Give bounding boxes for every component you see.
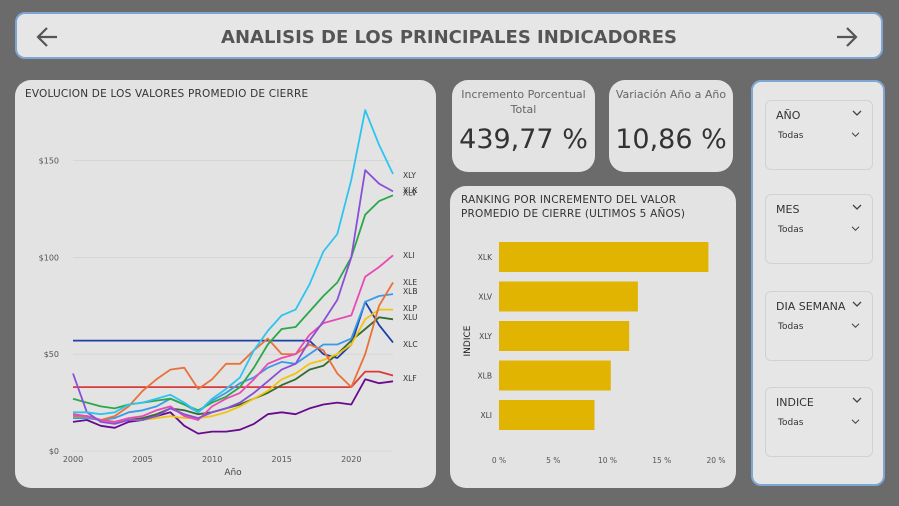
series-label: XLF bbox=[403, 374, 417, 383]
line-chart-panel: EVOLUCION DE LOS VALORES PROMEDIO DE CIE… bbox=[15, 80, 436, 488]
category-label: XLB bbox=[478, 372, 492, 381]
y-axis-label: INDICE bbox=[463, 325, 473, 356]
series-line-xli bbox=[72, 254, 394, 423]
kpi-label: Incremento Porcentual Total bbox=[461, 88, 586, 116]
series-label: XLY bbox=[403, 171, 416, 180]
x-tick-label: 20 % bbox=[706, 456, 725, 465]
kpi-value: 439,77 % bbox=[459, 124, 588, 155]
slicer-value[interactable]: Todas bbox=[778, 131, 804, 141]
x-tick-label: 2010 bbox=[202, 455, 222, 464]
slicer-value[interactable]: Todas bbox=[778, 322, 804, 332]
x-axis-label: Año bbox=[224, 468, 242, 478]
bar-xli bbox=[499, 400, 595, 430]
page-title: ANALISIS DE LOS PRINCIPALES INDICADORES bbox=[221, 27, 677, 48]
category-label: XLI bbox=[480, 411, 492, 420]
series-line-xlc bbox=[73, 300, 394, 359]
chevron-down-icon[interactable] bbox=[851, 131, 860, 138]
chevron-down-icon[interactable] bbox=[851, 225, 860, 232]
chevron-down-icon[interactable] bbox=[852, 300, 862, 308]
series-label: XLK bbox=[403, 186, 418, 195]
y-tick-label: $50 bbox=[44, 350, 59, 359]
series-line-xlf bbox=[73, 370, 394, 389]
slicer-year[interactable]: AÑO Todas bbox=[765, 100, 873, 170]
slicer-value[interactable]: Todas bbox=[778, 418, 804, 428]
slicer-label: MES bbox=[776, 203, 800, 216]
slicer-index[interactable]: INDICE Todas bbox=[765, 387, 873, 457]
slicer-label: INDICE bbox=[776, 396, 814, 409]
series-line-xlk bbox=[72, 169, 394, 425]
category-label: XLK bbox=[478, 253, 493, 262]
filter-panel: AÑO Todas MES Todas DIA SEMANA Todas IND… bbox=[751, 80, 885, 486]
slicer-month[interactable]: MES Todas bbox=[765, 194, 873, 264]
y-tick-label: $100 bbox=[39, 253, 59, 262]
chevron-down-icon[interactable] bbox=[851, 418, 860, 425]
series-label: XLU bbox=[403, 313, 417, 322]
y-tick-label: $150 bbox=[39, 156, 59, 165]
arrow-right-icon[interactable] bbox=[833, 24, 859, 50]
bar-xly bbox=[499, 321, 630, 351]
chevron-down-icon[interactable] bbox=[852, 203, 862, 211]
series-line-xlb bbox=[73, 293, 394, 421]
x-tick-label: 15 % bbox=[652, 456, 671, 465]
y-tick-label: $0 bbox=[49, 447, 59, 456]
slicer-weekday[interactable]: DIA SEMANA Todas bbox=[765, 291, 873, 361]
slicer-label: DIA SEMANA bbox=[776, 300, 846, 313]
ranking-chart-title: RANKING POR INCREMENTO DEL VALOR PROMEDI… bbox=[461, 194, 686, 220]
series-label: XLC bbox=[403, 340, 418, 349]
kpi-value: 10,86 % bbox=[615, 124, 727, 155]
ranking-chart-panel: RANKING POR INCREMENTO DEL VALOR PROMEDI… bbox=[450, 186, 736, 488]
series-line-xly bbox=[73, 109, 394, 416]
x-tick-label: 2005 bbox=[132, 455, 152, 464]
series-label: XLV bbox=[403, 188, 417, 197]
series-line-xle bbox=[73, 282, 394, 421]
x-tick-label: 2015 bbox=[272, 455, 292, 464]
kpi-card-total-increase: Incremento Porcentual Total 439,77 % bbox=[452, 80, 595, 172]
series-label: XLP bbox=[403, 304, 417, 313]
header-bar: ANALISIS DE LOS PRINCIPALES INDICADORES bbox=[15, 12, 883, 59]
x-tick-label: 10 % bbox=[598, 456, 617, 465]
slicer-label: AÑO bbox=[776, 109, 801, 122]
category-label: XLY bbox=[479, 332, 492, 341]
line-chart: $0 $50 $100 $150 2000 2005 2010 2015 2020 Año XLF X… bbox=[39, 109, 418, 478]
x-tick-label: 2000 bbox=[63, 455, 83, 464]
slicer-value[interactable]: Todas bbox=[778, 225, 804, 235]
category-label: XLV bbox=[478, 293, 492, 302]
chevron-down-icon[interactable] bbox=[852, 396, 862, 404]
bar-xlv bbox=[499, 281, 638, 312]
series-line-xlv bbox=[72, 194, 394, 412]
series-label: XLI bbox=[403, 251, 415, 260]
series-label: XLB bbox=[403, 287, 417, 296]
kpi-label: Variación Año a Año bbox=[615, 88, 727, 101]
bar-xlb bbox=[499, 360, 611, 391]
chevron-down-icon[interactable] bbox=[851, 322, 860, 329]
arrow-left-icon[interactable] bbox=[35, 24, 61, 50]
bar-xlk bbox=[499, 242, 709, 272]
chevron-down-icon[interactable] bbox=[852, 109, 862, 117]
series-label: XLE bbox=[403, 278, 417, 287]
x-tick-label: 5 % bbox=[546, 456, 560, 465]
x-tick-label: 2020 bbox=[341, 455, 361, 464]
kpi-card-yoy-variation: Variación Año a Año 10,86 % bbox=[609, 80, 733, 172]
line-chart-title: EVOLUCION DE LOS VALORES PROMEDIO DE CIE… bbox=[25, 88, 309, 100]
series-line-unlabeled bbox=[72, 378, 394, 435]
x-tick-label: 0 % bbox=[492, 456, 506, 465]
bar-chart: XLK XLV XLY XLB XLI 0 % 5 % 10 % 15 % 20 % INDICE bbox=[463, 242, 726, 465]
